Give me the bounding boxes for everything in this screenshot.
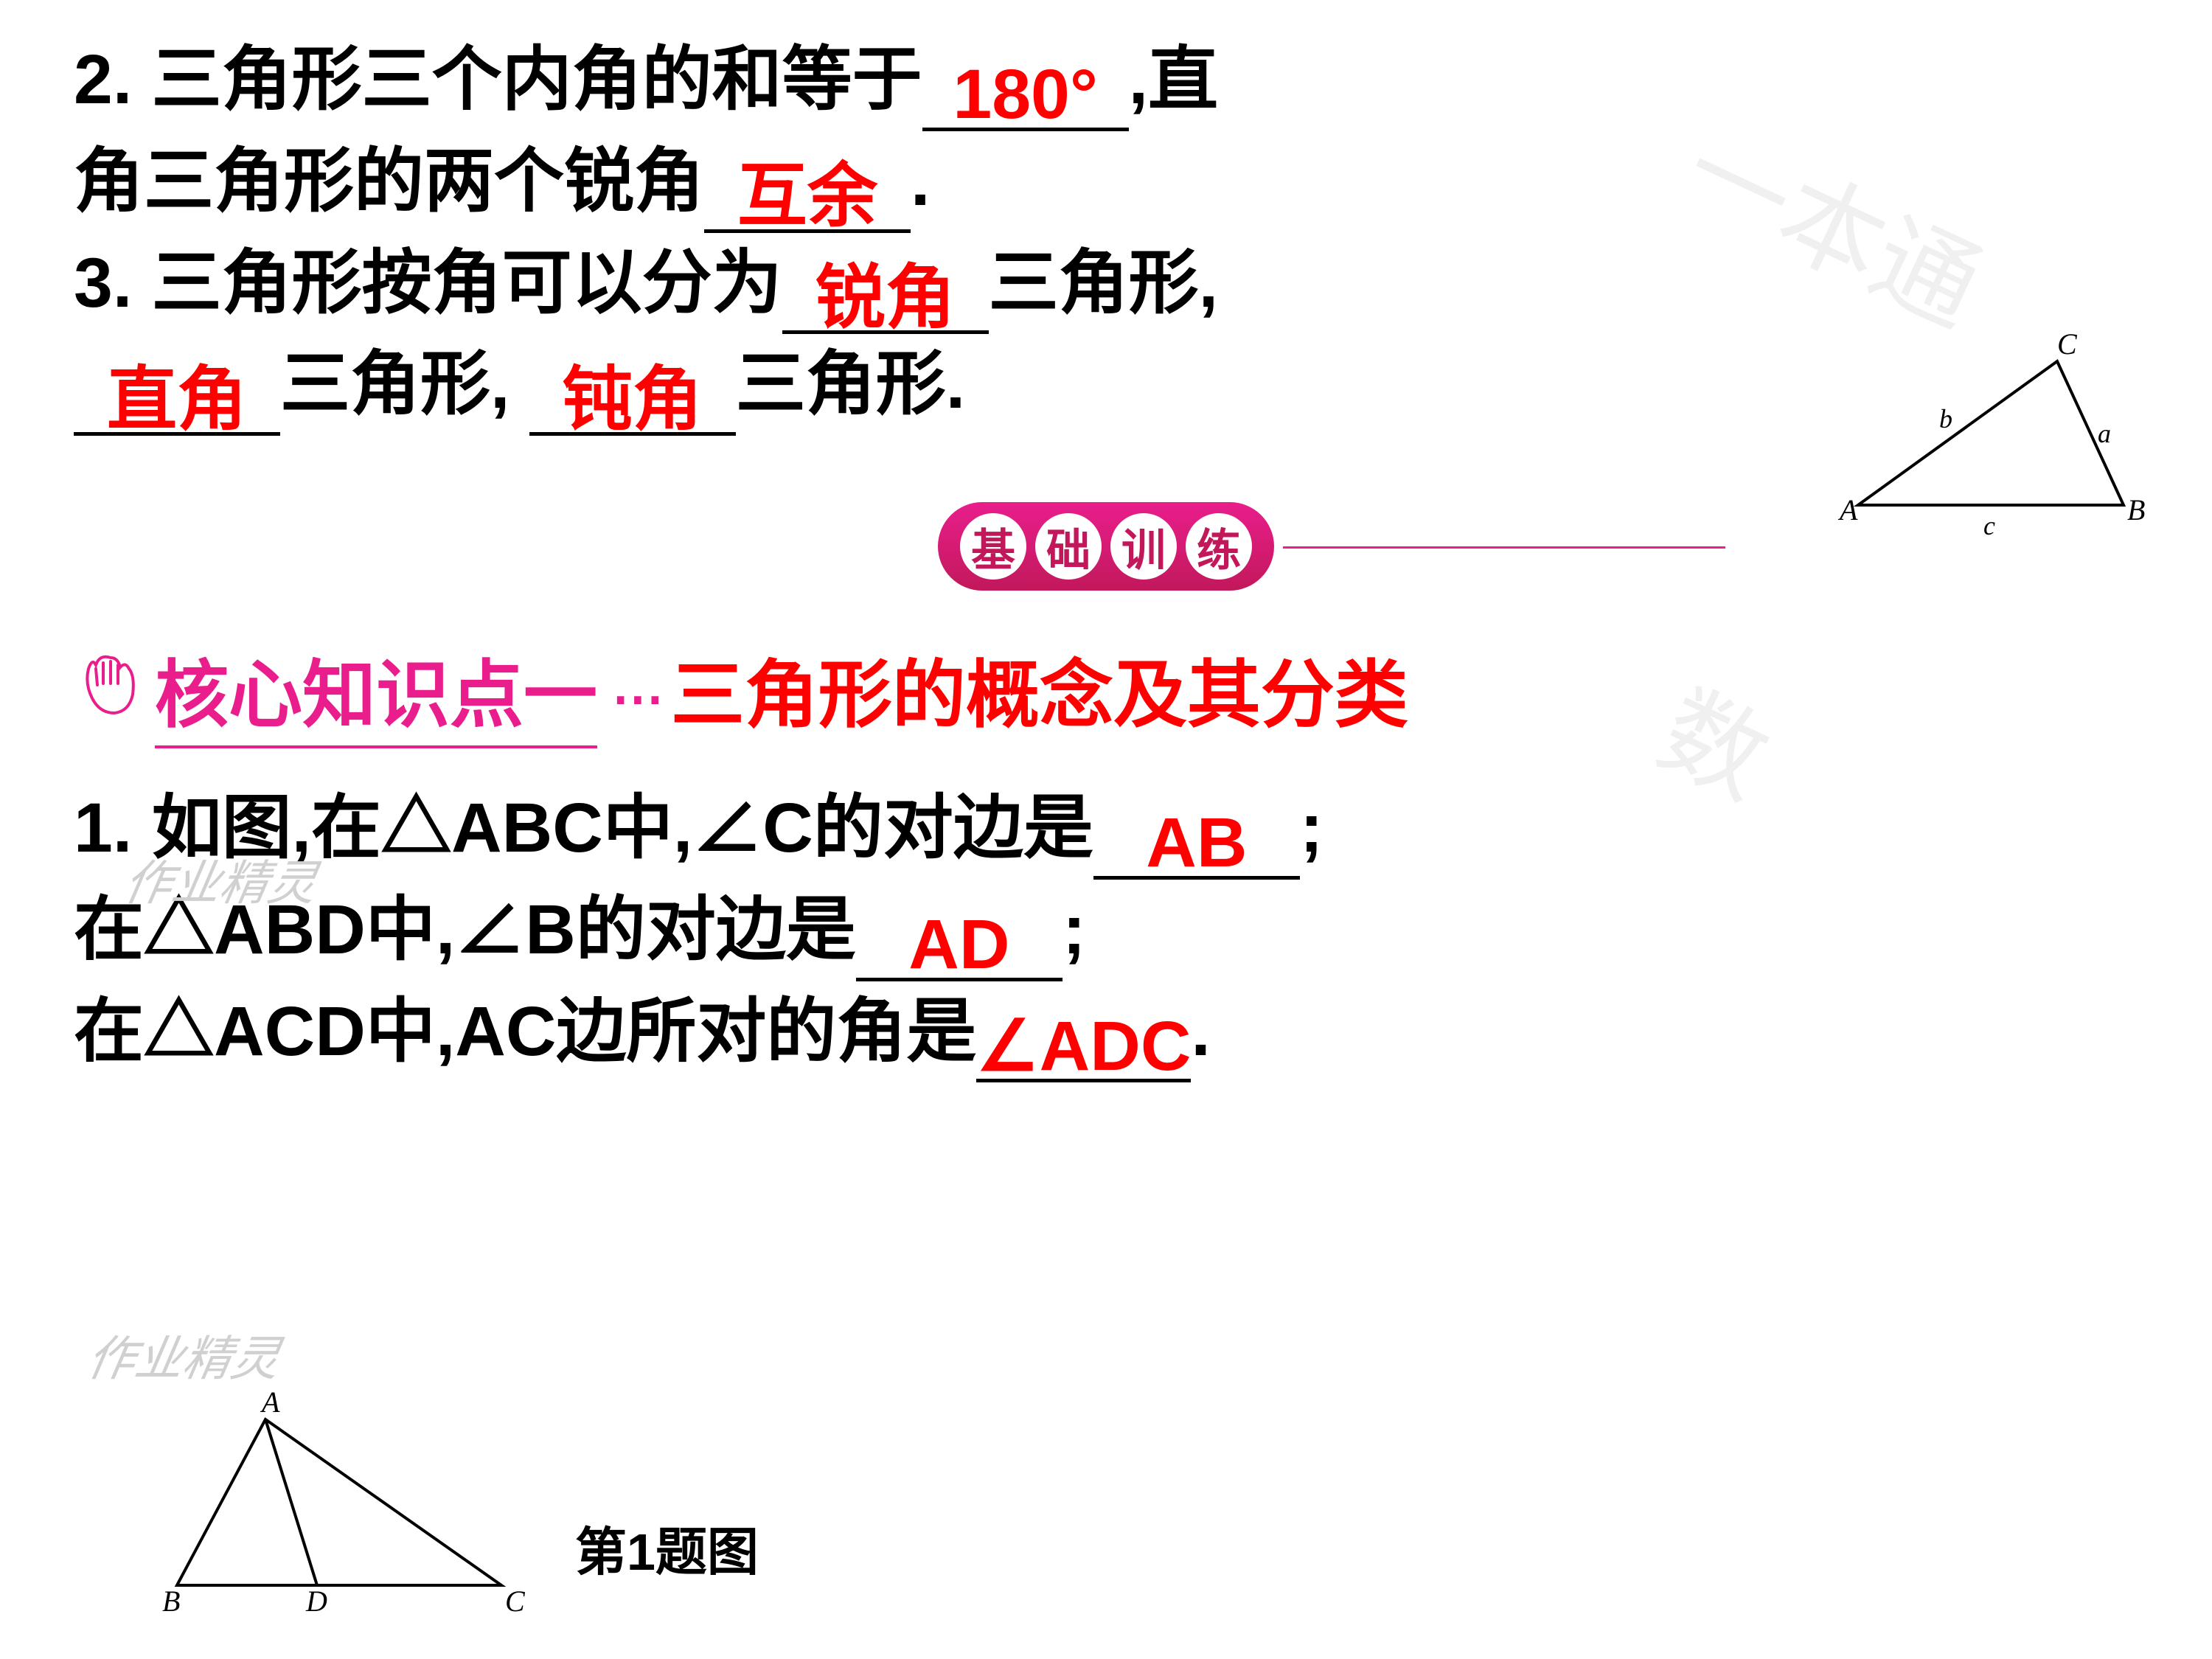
q2-text1: 2. 三角形三个内角的和等于: [74, 41, 922, 119]
badge-char-2: 础: [1035, 513, 1102, 580]
q1-ans2: AD: [908, 905, 1009, 984]
triangle-abd-diagram: A B C D: [147, 1390, 531, 1622]
core-label: 核心知识点一: [155, 635, 597, 748]
core-title: 三角形的概念及其分类: [671, 635, 1408, 742]
badge-char-3: 训: [1110, 513, 1177, 580]
q3-text4: 三角形.: [736, 345, 965, 423]
q1-text1: 1. 如图,在△ABC中,∠C的对边是: [74, 789, 1093, 867]
svg-text:B: B: [162, 1585, 180, 1618]
q2-blank2: 互余: [704, 156, 911, 233]
q2-blank1: 180°: [922, 54, 1129, 131]
question-2-line2: 角三角形的两个锐角互余.: [74, 131, 2138, 233]
svg-text:C: C: [505, 1585, 526, 1618]
badge-char-1: 基: [960, 513, 1026, 580]
q3-blank2: 直角: [74, 359, 280, 437]
q3-ans1: 锐角: [815, 259, 956, 337]
svg-text:b: b: [1939, 404, 1952, 434]
svg-text:C: C: [2057, 327, 2078, 361]
question-1-line1: 1. 如图,在△ABC中,∠C的对边是 AB;: [74, 778, 2138, 880]
q3-blank1: 锐角: [782, 257, 989, 335]
q1-text5: 在△ACD中,AC边所对的角是: [74, 992, 976, 1071]
watermark-2: 作业精灵: [83, 1320, 287, 1389]
q2-ans2: 互余: [737, 157, 877, 235]
figure-1-caption: 第1题图: [575, 1511, 759, 1585]
q3-ans2: 直角: [107, 361, 247, 439]
question-2-line1: 2. 三角形三个内角的和等于 180° ,直: [74, 29, 2138, 131]
badge-char-4: 练: [1186, 513, 1252, 580]
hand-icon: [74, 647, 147, 720]
q1-ans3: ∠ADC: [976, 1007, 1191, 1085]
training-badge: 基 础 训 练: [938, 502, 1274, 591]
q2-text2: ,直: [1129, 41, 1218, 119]
core-knowledge-header: 核心知识点一 ··· 三角形的概念及其分类: [74, 635, 2138, 748]
q3-blank3: 钝角: [529, 359, 736, 437]
q1-text3: 在△ABD中,∠B的对边是: [74, 891, 856, 969]
svg-text:A: A: [260, 1390, 280, 1419]
q1-blank3: ∠ADC: [976, 1006, 1191, 1083]
q1-text2: ;: [1300, 789, 1324, 867]
svg-text:a: a: [2098, 419, 2111, 448]
q2-text3: 角三角形的两个锐角: [74, 142, 704, 220]
question-3-line1: 3. 三角形按角可以分为锐角三角形,: [74, 233, 2138, 335]
dots-separator: ···: [608, 653, 660, 738]
q2-text4: .: [911, 142, 930, 220]
q1-ans1: AB: [1146, 804, 1247, 882]
question-1-line3: 在△ACD中,AC边所对的角是∠ADC.: [74, 981, 2138, 1083]
q3-text2: 三角形,: [989, 244, 1218, 322]
q1-blank2: AD: [856, 904, 1062, 981]
q1-text4: ;: [1062, 891, 1086, 969]
badge-decoration-line: [1283, 546, 1725, 549]
q1-blank1: AB: [1093, 802, 1300, 880]
q1-text6: .: [1191, 992, 1210, 1071]
question-1-line2: 在△ABD中,∠B的对边是 AD;: [74, 880, 2138, 981]
section-badge-container: 基 础 训 练: [74, 502, 2138, 591]
q2-ans1: 180°: [953, 55, 1098, 133]
q3-ans3: 钝角: [563, 361, 703, 439]
q3-text1: 3. 三角形按角可以分为: [74, 244, 782, 322]
q3-text3: 三角形,: [280, 345, 529, 423]
svg-text:D: D: [305, 1585, 327, 1618]
